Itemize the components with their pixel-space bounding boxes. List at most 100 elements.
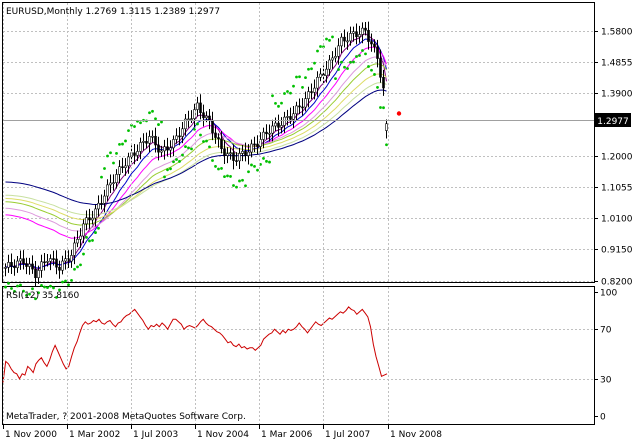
candle[interactable] — [16, 256, 19, 273]
candle[interactable] — [292, 105, 295, 129]
candle[interactable] — [151, 130, 154, 143]
candle[interactable] — [295, 101, 298, 121]
candle[interactable] — [184, 113, 187, 136]
candle[interactable] — [214, 125, 217, 144]
candle[interactable] — [247, 144, 250, 165]
candle[interactable] — [13, 259, 16, 276]
candle[interactable] — [169, 140, 172, 158]
candle[interactable] — [262, 127, 265, 149]
candle[interactable] — [238, 147, 241, 169]
candle[interactable] — [127, 152, 130, 174]
candle[interactable] — [310, 83, 313, 100]
candle[interactable] — [328, 55, 331, 76]
candle[interactable] — [22, 250, 25, 270]
candle[interactable] — [49, 254, 52, 271]
candle[interactable] — [70, 249, 73, 268]
candle[interactable] — [199, 94, 202, 120]
candle[interactable] — [193, 103, 196, 128]
candle[interactable] — [274, 117, 277, 131]
candle[interactable] — [280, 117, 283, 134]
candle[interactable] — [148, 130, 151, 153]
candle[interactable] — [331, 51, 334, 69]
candle[interactable] — [109, 174, 112, 194]
candle[interactable] — [235, 152, 238, 166]
candle[interactable] — [97, 195, 100, 217]
candle[interactable] — [304, 91, 307, 112]
candle[interactable] — [307, 86, 310, 108]
candle[interactable] — [343, 29, 346, 48]
candle[interactable] — [76, 230, 79, 248]
candle[interactable] — [283, 111, 286, 133]
candle[interactable] — [88, 208, 91, 229]
candle[interactable] — [226, 147, 229, 164]
candle[interactable] — [196, 96, 199, 117]
candle[interactable] — [124, 158, 127, 176]
candle[interactable] — [94, 204, 97, 227]
candle[interactable] — [373, 39, 376, 53]
candle[interactable] — [223, 139, 226, 164]
candle[interactable] — [271, 119, 274, 142]
candle[interactable] — [121, 157, 124, 173]
candle[interactable] — [259, 132, 262, 152]
candle[interactable] — [340, 33, 343, 54]
candle[interactable] — [52, 250, 55, 266]
candle[interactable] — [379, 49, 382, 83]
candle[interactable] — [79, 228, 82, 248]
candle[interactable] — [115, 169, 118, 189]
candle[interactable] — [43, 252, 46, 271]
candle[interactable] — [250, 139, 253, 158]
candle[interactable] — [352, 26, 355, 42]
candle[interactable] — [4, 263, 7, 277]
candle[interactable] — [349, 26, 352, 46]
candle[interactable] — [172, 135, 175, 157]
candle[interactable] — [82, 219, 85, 244]
candle[interactable] — [139, 137, 142, 160]
candle[interactable] — [298, 98, 301, 115]
candle[interactable] — [112, 174, 115, 191]
candlesticks[interactable] — [4, 21, 388, 287]
candle[interactable] — [190, 110, 193, 123]
candle[interactable] — [28, 257, 31, 275]
candle[interactable] — [355, 23, 358, 45]
candle[interactable] — [166, 137, 169, 157]
candle[interactable] — [7, 254, 10, 273]
candle[interactable] — [361, 22, 364, 44]
candle[interactable] — [58, 260, 61, 279]
candle[interactable] — [364, 22, 367, 36]
candle[interactable] — [55, 250, 58, 275]
candle[interactable] — [301, 98, 304, 116]
candle[interactable] — [244, 142, 247, 162]
candle[interactable] — [220, 131, 223, 154]
candle[interactable] — [34, 260, 37, 287]
candle[interactable] — [286, 109, 289, 126]
candle[interactable] — [40, 254, 43, 278]
candle[interactable] — [157, 136, 160, 161]
candle[interactable] — [103, 189, 106, 213]
candle[interactable] — [256, 135, 259, 155]
candle[interactable] — [64, 250, 67, 270]
candle[interactable] — [73, 236, 76, 265]
time-axis[interactable]: 1 Nov 2000 1 Mar 2002 1 Jul 2003 1 Nov 2004… — [3, 3, 443, 440]
candle[interactable] — [313, 79, 316, 100]
candle[interactable] — [334, 47, 337, 63]
candle[interactable] — [106, 179, 109, 201]
candle[interactable] — [145, 132, 148, 149]
candle[interactable] — [370, 33, 373, 52]
price-axis[interactable]: 1.5800 1.4855 1.3900 1.2000 1.1055 1.0100 0.91… — [594, 28, 633, 288]
candle[interactable] — [160, 145, 163, 157]
candle[interactable] — [61, 255, 64, 275]
candle[interactable] — [136, 144, 139, 162]
candle[interactable] — [385, 119, 388, 139]
candle[interactable] — [325, 60, 328, 83]
candle[interactable] — [346, 32, 349, 50]
candle[interactable] — [91, 210, 94, 225]
candle[interactable] — [19, 250, 22, 270]
candle[interactable] — [268, 124, 271, 142]
candle[interactable] — [277, 114, 280, 137]
candle[interactable] — [202, 104, 205, 127]
candle[interactable] — [289, 107, 292, 124]
candle[interactable] — [178, 127, 181, 146]
candle[interactable] — [367, 21, 370, 50]
candle[interactable] — [358, 25, 361, 43]
